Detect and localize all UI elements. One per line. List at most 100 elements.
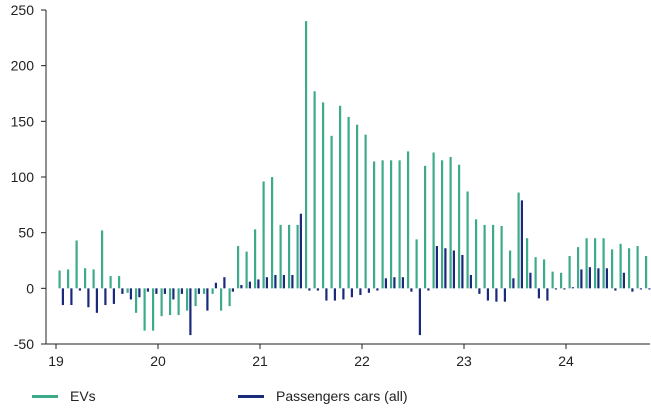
bar-evs [577, 247, 580, 289]
bar-passenger-cars [512, 278, 515, 289]
bar-evs [483, 224, 486, 289]
bar-passenger-cars [291, 274, 294, 289]
bar-passenger-cars [129, 288, 132, 300]
x-tick-label: 22 [354, 353, 370, 369]
bar-passenger-cars [197, 288, 200, 294]
bar-passenger-cars [614, 288, 617, 291]
bar-passenger-cars [495, 288, 498, 302]
bar-passenger-cars [418, 288, 421, 336]
bar-passenger-cars [104, 288, 107, 306]
bar-evs [194, 288, 197, 307]
bar-evs [364, 134, 367, 289]
bar-passenger-cars [282, 274, 285, 289]
bar-evs [509, 250, 512, 289]
bar-evs [645, 256, 648, 289]
bar-evs [611, 249, 614, 289]
bar-evs [432, 152, 435, 289]
bar-evs [398, 160, 401, 289]
bar-evs [288, 224, 291, 289]
bar-passenger-cars [112, 288, 115, 304]
bar-evs [585, 238, 588, 289]
bar-evs [211, 288, 214, 294]
bar-evs [203, 288, 206, 294]
bar-evs [84, 268, 87, 289]
bar-passenger-cars [461, 254, 464, 289]
bar-passenger-cars [206, 288, 209, 311]
bar-passenger-cars [469, 274, 472, 289]
bar-evs [186, 288, 189, 311]
bar-evs [475, 219, 478, 289]
bar-evs [58, 270, 61, 289]
legend-item-passenger-cars: Passengers cars (all) [238, 388, 408, 404]
bar-passenger-cars [631, 288, 634, 292]
bar-evs [109, 276, 112, 289]
bar-evs [237, 246, 240, 289]
legend-item-evs: EVs [32, 388, 96, 404]
bar-passenger-cars [597, 268, 600, 289]
bar-passenger-cars [427, 288, 430, 291]
bar-evs [407, 151, 410, 289]
bar-evs [339, 105, 342, 289]
bar-passenger-cars [325, 288, 328, 301]
bar-passenger-cars [70, 288, 73, 306]
bar-evs [305, 21, 308, 289]
bar-evs [449, 156, 452, 289]
chart: -50 0 50 100 150 200 250 19 20 21 22 23 24 [11, 2, 651, 369]
bar-passenger-cars [163, 288, 166, 294]
bar-evs [67, 269, 70, 289]
y-tick-label: 0 [26, 280, 34, 296]
bar-passenger-cars [401, 277, 404, 289]
x-tick-label: 24 [558, 353, 574, 369]
bar-passenger-cars [486, 288, 489, 301]
bar-evs [160, 288, 163, 317]
bar-passenger-cars [265, 277, 268, 289]
bar-passenger-cars [180, 288, 183, 294]
bar-passenger-cars [155, 288, 158, 294]
bar-passenger-cars [537, 288, 540, 299]
bar-evs [296, 224, 299, 289]
bar-evs [441, 160, 444, 289]
bar-passenger-cars [214, 282, 217, 289]
bar-evs [356, 124, 359, 289]
bar-evs [254, 229, 257, 289]
bar-evs [330, 135, 333, 289]
bar-evs [500, 225, 503, 289]
legend-label-passenger-cars: Passengers cars (all) [276, 388, 408, 404]
bar-evs [466, 191, 469, 289]
bar-evs [126, 288, 129, 293]
bar-passenger-cars [316, 288, 319, 291]
bar-passenger-cars [308, 288, 311, 291]
bar-passenger-cars [605, 268, 608, 289]
bar-passenger-cars [554, 288, 557, 290]
bar-evs [101, 230, 104, 289]
bar-evs [560, 272, 563, 289]
bar-evs [313, 91, 316, 289]
bar-evs [271, 177, 274, 289]
bar-passenger-cars [87, 288, 90, 308]
bar-passenger-cars [274, 274, 277, 289]
bar-passenger-cars [78, 288, 81, 291]
bar-passenger-cars [299, 213, 302, 289]
y-tick-label: 200 [11, 58, 35, 74]
bar-evs [492, 224, 495, 289]
bar-passenger-cars [435, 246, 438, 289]
bar-evs [245, 251, 248, 289]
bar-evs [568, 256, 571, 289]
bar-passenger-cars [172, 288, 175, 300]
x-tick-label: 23 [456, 353, 472, 369]
bar-passenger-cars [223, 277, 226, 289]
bar-passenger-cars [376, 288, 379, 291]
bar-passenger-cars [622, 272, 625, 289]
bar-passenger-cars [410, 288, 413, 292]
bar-evs [220, 288, 223, 311]
x-ticks: 19 20 21 22 23 24 [48, 344, 574, 369]
bar-passenger-cars [384, 278, 387, 289]
bar-passenger-cars [529, 272, 532, 289]
bar-evs [279, 224, 282, 289]
bar-passenger-cars [580, 269, 583, 289]
bar-passenger-cars [359, 288, 362, 296]
bar-evs [92, 269, 95, 289]
bar-evs [135, 288, 138, 313]
bar-passenger-cars [121, 288, 124, 294]
bar-passenger-cars [231, 288, 234, 292]
